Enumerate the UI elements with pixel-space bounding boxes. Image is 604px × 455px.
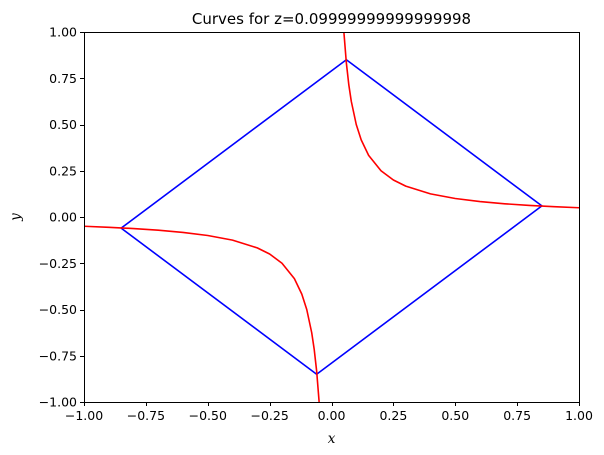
x-tick-label: 0.00 [318, 408, 346, 423]
y-tick-label: −0.75 [39, 348, 77, 363]
y-tick-label: 0.25 [49, 163, 77, 178]
x-axis-label: x [328, 431, 336, 447]
series-layer [84, 32, 579, 402]
x-tick-label: −0.50 [189, 408, 227, 423]
x-tick-label: 0.50 [441, 408, 469, 423]
x-axis-ticks: −1.00 −0.75 −0.50 −0.25 0.00 0.25 0.50 0.75 1.00 [65, 402, 593, 423]
x-tick-label: −0.25 [250, 408, 288, 423]
y-tick-label: −0.25 [39, 256, 77, 271]
x-tick-label: −1.00 [65, 408, 103, 423]
x-tick-label: 0.75 [503, 408, 531, 423]
plot-area [84, 32, 579, 402]
y-tick-label: 0.00 [49, 210, 77, 225]
x-tick-label: 0.25 [379, 408, 407, 423]
chart-title: Curves for z=0.09999999999999998 [192, 10, 471, 28]
y-tick-label: −0.50 [39, 302, 77, 317]
y-axis-label: y [8, 213, 24, 222]
y-axis-ticks: −1.00 −0.75 −0.50 −0.25 0.00 0.25 0.50 0.75 1.00 [39, 25, 84, 410]
x-tick-label: −0.75 [127, 408, 165, 423]
y-tick-label: −1.00 [39, 395, 77, 410]
series-line-1 [343, 32, 579, 209]
y-tick-label: 1.00 [49, 25, 77, 40]
y-tick-label: 0.75 [49, 71, 77, 86]
x-tick-label: 1.00 [565, 408, 593, 423]
series-line-2 [84, 225, 320, 402]
y-tick-label: 0.50 [49, 117, 77, 132]
